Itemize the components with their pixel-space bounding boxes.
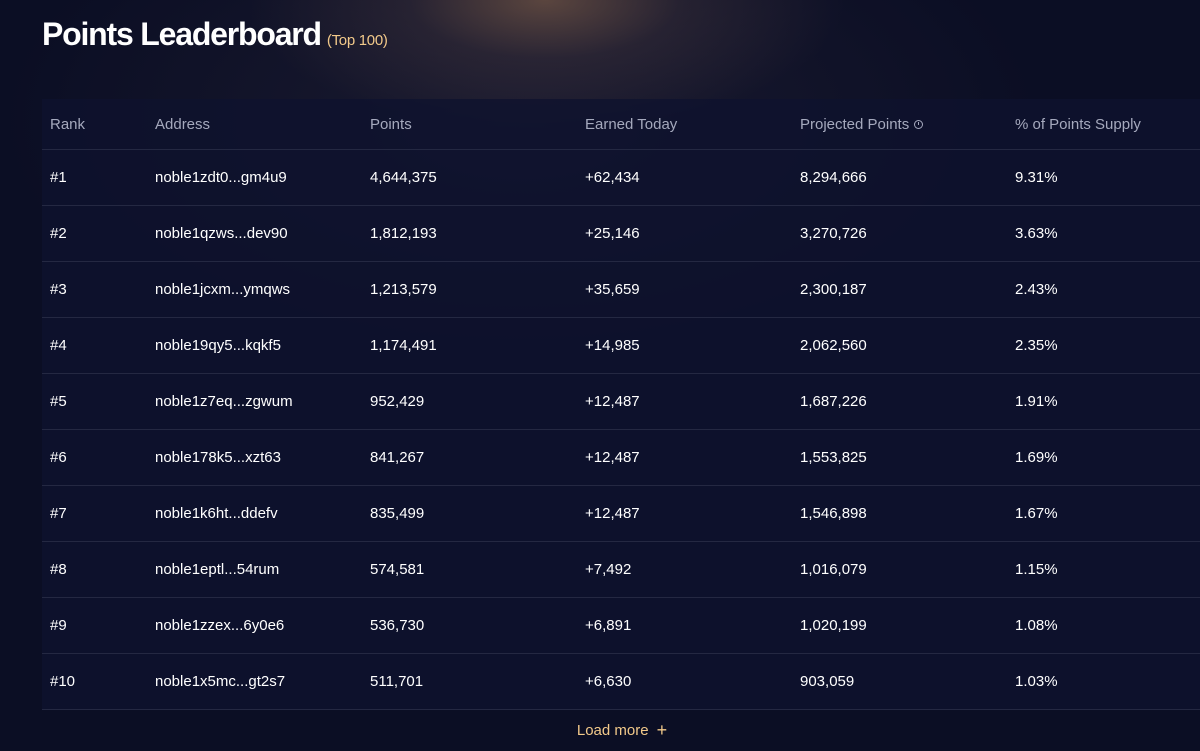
- cell-pct-supply: 1.91%: [1015, 393, 1058, 410]
- table-row: #7 noble1k6ht...ddefv 835,499 +12,487 1,546,…: [42, 486, 1200, 542]
- cell-address: noble19qy5...kqkf5: [155, 337, 281, 354]
- cell-points: 841,267: [370, 449, 425, 466]
- cell-earned-today: +12,487: [585, 505, 640, 522]
- cell-address: noble1jcxm...ymqws: [155, 281, 291, 298]
- table-row: #6 noble178k5...xzt63 841,267 +12,487 1,553,…: [42, 430, 1200, 486]
- cell-address: noble1zdt0...gm4u9: [155, 169, 287, 186]
- cell-rank: #1: [50, 169, 67, 186]
- table-row: #10 noble1x5mc...gt2s7 511,701 +6,630 903,05…: [42, 654, 1200, 710]
- cell-projected-points: 1,020,199: [800, 617, 867, 634]
- column-header-rank: Rank: [50, 115, 86, 133]
- cell-points: 1,213,579: [370, 281, 437, 298]
- cell-pct-supply: 1.08%: [1015, 617, 1058, 634]
- cell-projected-points: 2,062,560: [800, 337, 867, 354]
- info-circle-icon[interactable]: [914, 119, 924, 129]
- column-header-address: Address: [155, 115, 211, 133]
- table-row: #5 noble1z7eq...zgwum 952,429 +12,487 1,687,…: [42, 374, 1200, 430]
- leaderboard-table: Rank Address Points Earned Today Project…: [42, 99, 1200, 710]
- cell-projected-points: 1,546,898: [800, 505, 867, 522]
- cell-address: noble1eptl...54rum: [155, 561, 280, 578]
- cell-points: 1,174,491: [370, 337, 437, 354]
- cell-points: 952,429: [370, 393, 425, 410]
- cell-rank: #8: [50, 561, 67, 578]
- table-row: #1 noble1zdt0...gm4u9 4,644,375 +62,434 8,29…: [42, 150, 1200, 206]
- cell-earned-today: +62,434: [585, 169, 640, 186]
- plus-icon: +: [656, 720, 668, 740]
- cell-projected-points: 8,294,666: [800, 169, 867, 186]
- cell-pct-supply: 9.31%: [1015, 169, 1058, 186]
- cell-projected-points: 1,016,079: [800, 561, 867, 578]
- cell-pct-supply: 2.43%: [1015, 281, 1058, 298]
- load-more-label: Load more: [576, 722, 649, 739]
- cell-projected-points: 3,270,726: [800, 225, 867, 242]
- column-header-projected-points-label: Projected Points: [800, 115, 910, 133]
- cell-earned-today: +6,630: [585, 673, 632, 690]
- cell-points: 536,730: [370, 617, 425, 634]
- load-more-button[interactable]: Load more +: [22, 720, 1200, 740]
- table-row: #9 noble1zzex...6y0e6 536,730 +6,891 1,020,1…: [42, 598, 1200, 654]
- cell-projected-points: 1,687,226: [800, 393, 867, 410]
- column-header-points: Points: [370, 115, 412, 133]
- column-header-pct-supply: % of Points Supply: [1015, 115, 1141, 133]
- table-row: #2 noble1qzws...dev90 1,812,193 +25,146 3,27…: [42, 206, 1200, 262]
- cell-pct-supply: 2.35%: [1015, 337, 1058, 354]
- cell-earned-today: +14,985: [585, 337, 640, 354]
- column-header-projected-points: Projected Points: [792, 116, 1007, 133]
- cell-earned-today: +7,492: [585, 561, 632, 578]
- cell-rank: #2: [50, 225, 67, 242]
- cell-earned-today: +12,487: [585, 449, 640, 466]
- cell-address: noble1z7eq...zgwum: [155, 393, 293, 410]
- table-row: #8 noble1eptl...54rum 574,581 +7,492 1,016,0…: [42, 542, 1200, 598]
- cell-earned-today: +25,146: [585, 225, 640, 242]
- table-body: #1 noble1zdt0...gm4u9 4,644,375 +62,434 8,29…: [42, 150, 1200, 710]
- cell-earned-today: +12,487: [585, 393, 640, 410]
- cell-projected-points: 903,059: [800, 673, 855, 690]
- cell-address: noble1k6ht...ddefv: [155, 505, 278, 522]
- page-header: Points Leaderboard (Top 100): [42, 16, 388, 53]
- cell-points: 835,499: [370, 505, 425, 522]
- cell-pct-supply: 1.67%: [1015, 505, 1058, 522]
- cell-rank: #4: [50, 337, 67, 354]
- page-title: Points Leaderboard: [42, 16, 322, 52]
- cell-points: 511,701: [370, 673, 424, 690]
- page-subtitle: (Top 100): [326, 32, 388, 49]
- cell-points: 4,644,375: [370, 169, 437, 186]
- cell-pct-supply: 1.69%: [1015, 449, 1058, 466]
- cell-projected-points: 1,553,825: [800, 449, 867, 466]
- table-row: #4 noble19qy5...kqkf5 1,174,491 +14,985 2,06…: [42, 318, 1200, 374]
- cell-rank: #3: [50, 281, 67, 298]
- cell-rank: #10: [50, 673, 76, 690]
- cell-pct-supply: 3.63%: [1015, 225, 1058, 242]
- cell-points: 1,812,193: [370, 225, 437, 242]
- cell-rank: #6: [50, 449, 67, 466]
- cell-projected-points: 2,300,187: [800, 281, 867, 298]
- table-header-row: Rank Address Points Earned Today Project…: [42, 99, 1200, 150]
- column-header-earned-today: Earned Today: [585, 115, 678, 133]
- cell-address: noble1zzex...6y0e6: [155, 617, 285, 634]
- cell-earned-today: +6,891: [585, 617, 632, 634]
- cell-rank: #7: [50, 505, 67, 522]
- cell-address: noble1qzws...dev90: [155, 225, 288, 242]
- cell-rank: #9: [50, 617, 67, 634]
- cell-address: noble178k5...xzt63: [155, 449, 281, 466]
- cell-points: 574,581: [370, 561, 425, 578]
- cell-address: noble1x5mc...gt2s7: [155, 673, 286, 690]
- table-row: #3 noble1jcxm...ymqws 1,213,579 +35,659 2,30…: [42, 262, 1200, 318]
- cell-pct-supply: 1.15%: [1015, 561, 1058, 578]
- cell-earned-today: +35,659: [585, 281, 640, 298]
- cell-pct-supply: 1.03%: [1015, 673, 1058, 690]
- cell-rank: #5: [50, 393, 67, 410]
